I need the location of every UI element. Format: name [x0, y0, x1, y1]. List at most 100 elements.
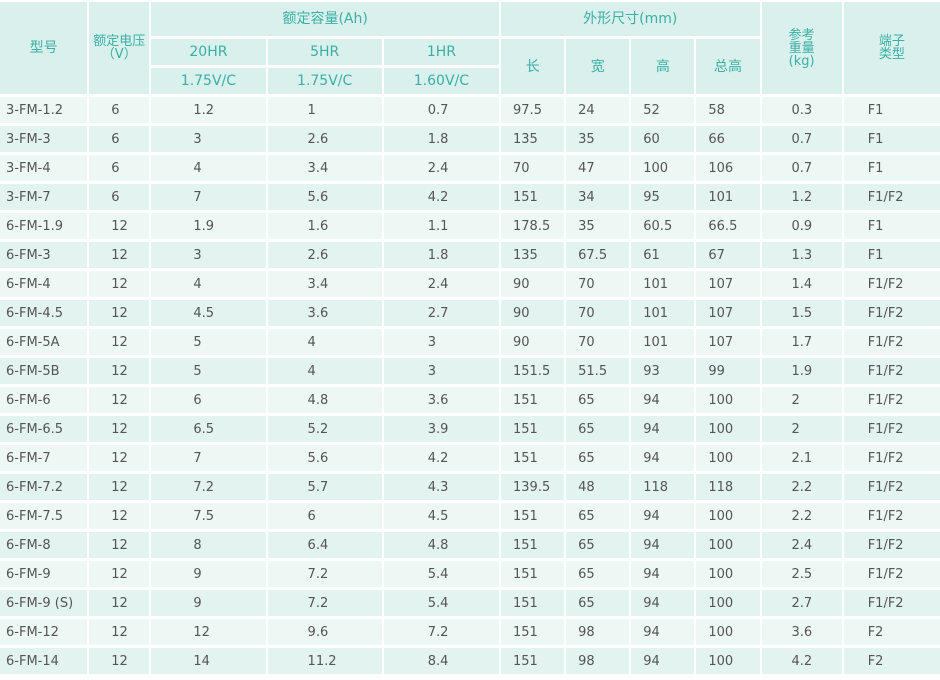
cell-length: 151	[501, 184, 565, 210]
cell-terminal: F1/F2	[843, 474, 940, 500]
cell-weight: 2.5	[761, 561, 842, 587]
cell-weight: 2.2	[761, 503, 842, 529]
cell-model: 6-FM-8	[0, 532, 88, 558]
cell-model: 6-FM-5B	[0, 358, 88, 384]
cell-cap-1hr: 2.7	[383, 300, 500, 326]
cell-height: 93	[631, 358, 695, 384]
cell-voltage: 12	[89, 271, 150, 297]
cell-terminal: F1/F2	[843, 416, 940, 442]
cell-total-height: 100	[696, 532, 760, 558]
header-cap-1hr: 1HR	[383, 39, 500, 65]
cell-cap-5hr: 3.4	[267, 155, 382, 181]
cell-total-height: 100	[696, 503, 760, 529]
cell-model: 6-FM-9	[0, 561, 88, 587]
cell-length: 90	[501, 271, 565, 297]
cell-cap-1hr: 1.1	[383, 213, 500, 239]
cell-voltage: 12	[89, 503, 150, 529]
cell-total-height: 107	[696, 329, 760, 355]
cell-total-height: 99	[696, 358, 760, 384]
cell-length: 178.5	[501, 213, 565, 239]
cell-length: 151	[501, 532, 565, 558]
cell-terminal: F1	[843, 213, 940, 239]
cell-cap-1hr: 3.9	[383, 416, 500, 442]
cell-cap-1hr: 2.4	[383, 155, 500, 181]
cell-cap-5hr: 5.2	[267, 416, 382, 442]
table-row: 6-FM-3 12 3 2.6 1.8 135 67.5 61 67 1.3 F1	[0, 242, 940, 268]
cell-model: 6-FM-7.5	[0, 503, 88, 529]
cell-cap-1hr: 1.8	[383, 242, 500, 268]
cell-cap-20hr: 4	[151, 271, 266, 297]
cell-length: 151	[501, 387, 565, 413]
cell-weight: 2	[761, 387, 842, 413]
cell-cap-5hr: 3.6	[267, 300, 382, 326]
cell-weight: 3.6	[761, 619, 842, 645]
cell-voltage: 12	[89, 532, 150, 558]
cell-total-height: 100	[696, 387, 760, 413]
cell-cap-5hr: 5.7	[267, 474, 382, 500]
cell-weight: 0.3	[761, 97, 842, 123]
cell-model: 3-FM-1.2	[0, 97, 88, 123]
cell-cap-5hr: 5.6	[267, 184, 382, 210]
cell-length: 135	[501, 126, 565, 152]
table-row: 3-FM-1.2 6 1.2 1 0.7 97.5 24 52 58 0.3 F1	[0, 97, 940, 123]
cell-model: 6-FM-12	[0, 619, 88, 645]
cell-model: 3-FM-3	[0, 126, 88, 152]
cell-total-height: 100	[696, 619, 760, 645]
cell-voltage: 6	[89, 97, 150, 123]
header-cap-20hr: 20HR	[151, 39, 266, 65]
table-body: 3-FM-1.2 6 1.2 1 0.7 97.5 24 52 58 0.3 F1 3-FM-3 6 3 2…	[0, 97, 940, 674]
cell-cap-20hr: 4	[151, 155, 266, 181]
cell-cap-5hr: 7.2	[267, 561, 382, 587]
cell-voltage: 12	[89, 474, 150, 500]
cell-height: 118	[631, 474, 695, 500]
cell-height: 60	[631, 126, 695, 152]
cell-voltage: 12	[89, 358, 150, 384]
cell-cap-5hr: 7.2	[267, 590, 382, 616]
cell-cap-20hr: 3	[151, 126, 266, 152]
cell-model: 6-FM-14	[0, 648, 88, 674]
header-dimensions-group: 外形尺寸(mm)	[501, 2, 760, 36]
cell-cap-20hr: 3	[151, 242, 266, 268]
cell-voltage: 12	[89, 213, 150, 239]
cell-height: 61	[631, 242, 695, 268]
cell-total-height: 100	[696, 590, 760, 616]
cell-length: 135	[501, 242, 565, 268]
cell-total-height: 107	[696, 271, 760, 297]
cell-model: 6-FM-9 (S)	[0, 590, 88, 616]
cell-weight: 1.5	[761, 300, 842, 326]
cell-cap-20hr: 9	[151, 590, 266, 616]
cell-cap-1hr: 1.8	[383, 126, 500, 152]
cell-terminal: F2	[843, 648, 940, 674]
header-model: 型号	[0, 2, 88, 94]
cell-width: 70	[566, 329, 630, 355]
cell-total-height: 100	[696, 445, 760, 471]
cell-cap-1hr: 2.4	[383, 271, 500, 297]
cell-cap-1hr: 3.6	[383, 387, 500, 413]
cell-height: 94	[631, 387, 695, 413]
header-total-height: 总高	[696, 39, 760, 94]
cell-length: 151	[501, 561, 565, 587]
cell-weight: 0.9	[761, 213, 842, 239]
cell-model: 6-FM-4	[0, 271, 88, 297]
cell-weight: 2.4	[761, 532, 842, 558]
cell-cap-20hr: 7	[151, 184, 266, 210]
cell-terminal: F1/F2	[843, 561, 940, 587]
cell-cap-1hr: 4.5	[383, 503, 500, 529]
header-cap-1hr-cutoff: 1.60V/C	[383, 68, 500, 94]
cell-terminal: F1	[843, 97, 940, 123]
cell-total-height: 58	[696, 97, 760, 123]
cell-weight: 1.2	[761, 184, 842, 210]
cell-length: 151	[501, 503, 565, 529]
cell-cap-1hr: 8.4	[383, 648, 500, 674]
cell-cap-1hr: 5.4	[383, 561, 500, 587]
table-row: 6-FM-9 12 9 7.2 5.4 151 65 94 100 2.5 F1/F2	[0, 561, 940, 587]
cell-voltage: 6	[89, 155, 150, 181]
cell-width: 65	[566, 445, 630, 471]
cell-total-height: 107	[696, 300, 760, 326]
cell-width: 98	[566, 648, 630, 674]
cell-voltage: 6	[89, 184, 150, 210]
cell-terminal: F1/F2	[843, 590, 940, 616]
cell-model: 6-FM-6.5	[0, 416, 88, 442]
